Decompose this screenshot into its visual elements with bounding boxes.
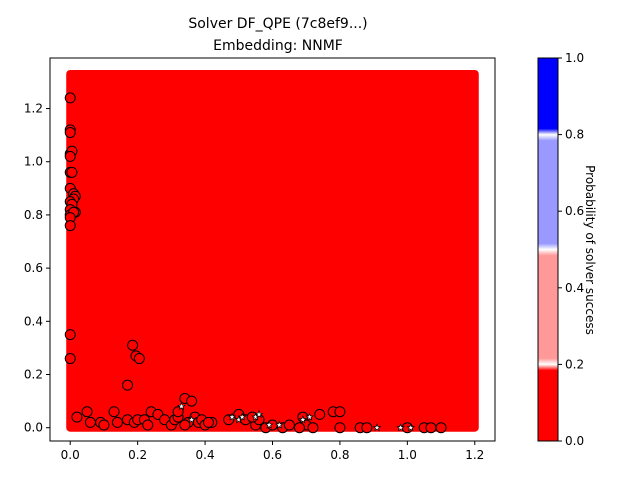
x-tick-label: 1.2 bbox=[465, 448, 484, 462]
data-point-star bbox=[274, 420, 284, 429]
data-point-circle bbox=[127, 339, 139, 351]
y-axis: 0.0 0.2 0.4 0.6 0.8 1.0 1.2 bbox=[24, 102, 50, 435]
data-point-star bbox=[305, 412, 314, 421]
data-point-circle bbox=[202, 416, 214, 428]
colorbar-label: Probability of solver success bbox=[583, 165, 597, 335]
data-point-star bbox=[254, 409, 264, 419]
data-point-circle bbox=[71, 411, 83, 423]
colorbar-tick-label: 0.6 bbox=[565, 204, 584, 218]
data-point-star bbox=[396, 423, 405, 432]
axes-frame bbox=[49, 57, 496, 442]
x-tick-label: 0.8 bbox=[330, 448, 349, 462]
data-point-circle bbox=[334, 422, 346, 434]
colorbar-transition bbox=[538, 358, 558, 371]
y-tick-label: 0.8 bbox=[24, 208, 43, 222]
colorbar-tick-label: 0.8 bbox=[565, 128, 584, 142]
data-point-circle bbox=[98, 419, 110, 431]
colorbar-tick-label: 0.0 bbox=[565, 434, 584, 448]
data-point-circle bbox=[64, 126, 76, 138]
x-tick-label: 0.2 bbox=[128, 448, 147, 462]
y-tick-label: 0.2 bbox=[24, 368, 43, 382]
colorbar-transition bbox=[538, 243, 558, 256]
data-point-star bbox=[372, 423, 382, 432]
data-point-circle bbox=[66, 166, 78, 178]
data-point-circle bbox=[361, 422, 373, 434]
data-point-star bbox=[227, 412, 237, 421]
colorbar bbox=[538, 58, 558, 441]
colorbar-tick-label: 1.0 bbox=[565, 51, 584, 65]
data-point-star bbox=[406, 423, 416, 432]
data-point-circle bbox=[142, 419, 154, 431]
y-tick-label: 0.6 bbox=[24, 261, 43, 275]
data-point-circle bbox=[64, 329, 76, 341]
data-point-star bbox=[264, 420, 274, 429]
data-point-star bbox=[298, 415, 308, 424]
x-tick-label: 1.0 bbox=[398, 448, 417, 462]
data-point-star bbox=[177, 401, 186, 411]
x-tick-label: 0.6 bbox=[263, 448, 282, 462]
colorbar-band bbox=[538, 249, 558, 365]
data-point-circle bbox=[108, 406, 120, 418]
data-point-circle bbox=[283, 419, 295, 431]
x-axis: 0.0 0.2 0.4 0.6 0.8 1.0 1.2 bbox=[61, 441, 484, 462]
y-tick-label: 0.0 bbox=[24, 421, 43, 435]
data-point-circle bbox=[307, 422, 319, 434]
background-probability-fill bbox=[66, 69, 479, 432]
colorbar-band bbox=[538, 134, 558, 250]
data-point-star bbox=[237, 412, 247, 421]
data-point-circle bbox=[111, 416, 123, 428]
x-tick-label: 0.4 bbox=[196, 448, 215, 462]
chart-title: Solver DF_QPE (7c8ef9...) bbox=[188, 16, 367, 32]
data-point-circle bbox=[425, 422, 437, 434]
colorbar-frame bbox=[537, 57, 559, 442]
data-point-circle bbox=[435, 422, 447, 434]
colorbar-band bbox=[538, 58, 558, 135]
data-point-circle bbox=[314, 408, 326, 420]
data-point-circle bbox=[172, 406, 184, 418]
colorbar-band bbox=[538, 364, 558, 441]
colorbar-tick-label: 0.4 bbox=[565, 281, 584, 295]
data-point-circle bbox=[64, 220, 76, 232]
colorbar-transition bbox=[538, 128, 558, 141]
data-point-circle bbox=[293, 422, 305, 434]
data-point-circle bbox=[64, 353, 76, 365]
y-tick-label: 1.2 bbox=[24, 102, 43, 116]
y-tick-label: 0.4 bbox=[24, 314, 43, 328]
plot-area bbox=[64, 69, 479, 434]
data-point-circle bbox=[84, 416, 96, 428]
data-point-circle bbox=[133, 353, 145, 365]
y-tick-label: 1.0 bbox=[24, 155, 43, 169]
data-point-circle bbox=[122, 379, 134, 391]
data-point-circle bbox=[334, 406, 346, 418]
x-tick-label: 0.0 bbox=[61, 448, 80, 462]
data-point-circle bbox=[64, 92, 76, 104]
colorbar-tick-label: 0.2 bbox=[565, 357, 584, 371]
data-point-circle bbox=[179, 419, 191, 431]
chart-subtitle: Embedding: NNMF bbox=[213, 38, 343, 54]
chart-title-group: Solver DF_QPE (7c8ef9...) Embedding: NNM… bbox=[188, 16, 367, 54]
data-point-circle bbox=[64, 150, 76, 162]
data-point-star bbox=[187, 415, 196, 424]
colorbar-ticks: 0.0 0.2 0.4 0.6 0.8 1.0 bbox=[558, 51, 584, 448]
data-point-circle bbox=[186, 395, 198, 407]
data-point-circle bbox=[81, 406, 93, 418]
